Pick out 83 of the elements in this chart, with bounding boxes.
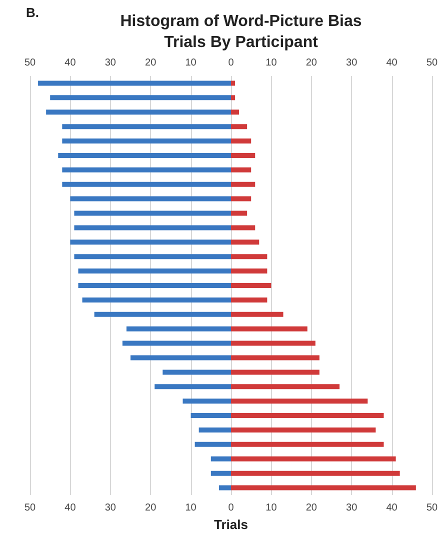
- x-axis-title: Trials: [214, 516, 248, 532]
- text: B.: [26, 5, 39, 20]
- bar: [231, 196, 252, 202]
- bar: [62, 138, 231, 144]
- x2-tick-label: 30: [346, 58, 358, 68]
- x2-tick-label: 20: [145, 58, 157, 68]
- bar: [231, 427, 376, 432]
- bar: [38, 80, 231, 86]
- bar: [70, 196, 231, 202]
- x-tick-label: 40: [386, 502, 398, 514]
- x2-tick-label: 30: [104, 58, 116, 68]
- bar: [231, 413, 384, 418]
- bar: [231, 124, 248, 130]
- bar: [231, 398, 368, 404]
- bar: [231, 80, 236, 86]
- bar: [231, 283, 272, 288]
- x2-tick-label: 50: [24, 58, 36, 68]
- bar: [74, 254, 231, 260]
- x-tick-label: 30: [104, 502, 116, 514]
- bar: [182, 398, 231, 404]
- bar: [231, 210, 248, 216]
- bar: [126, 326, 231, 332]
- bar: [231, 167, 252, 172]
- x-tick-label: 40: [64, 502, 76, 514]
- bar: [231, 110, 240, 115]
- x2-tick-label: 40: [386, 58, 398, 68]
- bar: [231, 355, 320, 360]
- bar: [62, 167, 231, 172]
- bar: [231, 485, 416, 490]
- bar: [231, 297, 268, 302]
- x-tick-label: 50: [24, 502, 36, 514]
- x2-tick-label: 10: [266, 58, 278, 68]
- bar: [210, 456, 231, 462]
- bar: [231, 182, 256, 187]
- x-tick-label: 10: [185, 502, 197, 514]
- bar: [231, 370, 320, 375]
- x-tick-label: 50: [426, 502, 438, 514]
- bar: [210, 470, 231, 476]
- bar: [122, 340, 231, 346]
- bar: [74, 210, 231, 216]
- bar: [154, 384, 231, 390]
- bar: [231, 326, 308, 332]
- x2-tick-label: 50: [426, 58, 438, 68]
- x2-tick-label: 10: [185, 58, 197, 68]
- bar: [58, 152, 231, 158]
- bar: [190, 413, 231, 418]
- bar: [62, 124, 231, 130]
- bar: [231, 442, 384, 447]
- bar: [62, 182, 231, 187]
- bar: [231, 340, 316, 346]
- bar: [231, 470, 400, 476]
- bar: [82, 297, 231, 302]
- x-tick-label: 30: [346, 502, 358, 514]
- bar: [231, 240, 260, 245]
- bar: [231, 95, 236, 100]
- x-tick-label: 10: [266, 502, 278, 514]
- bar: [218, 485, 231, 490]
- x-tick-label: 20: [306, 502, 318, 514]
- bar: [162, 370, 231, 375]
- bar: [231, 312, 284, 317]
- bar: [194, 442, 231, 447]
- bar: [78, 283, 231, 288]
- x-tick-label: 0: [228, 502, 234, 514]
- x2-tick-label: 0: [228, 58, 234, 68]
- bar: [198, 427, 231, 432]
- bar: [70, 240, 231, 245]
- bar: [94, 312, 231, 317]
- x2-tick-label: 40: [64, 58, 76, 68]
- bar: [231, 138, 252, 144]
- bar: [231, 152, 256, 158]
- bar: [231, 268, 268, 274]
- bar: [78, 268, 231, 274]
- bar: [231, 384, 340, 390]
- bar: [130, 355, 231, 360]
- bar: [231, 254, 268, 260]
- bar: [74, 225, 231, 230]
- chart-title: Histogram of Word-Picture Bias Trials By Participant: [120, 13, 362, 51]
- bar: [231, 225, 256, 230]
- x-tick-label: 20: [145, 502, 157, 514]
- bar: [231, 456, 396, 462]
- x2-tick-label: 20: [306, 58, 318, 68]
- bar: [46, 110, 231, 115]
- bar: [50, 95, 231, 100]
